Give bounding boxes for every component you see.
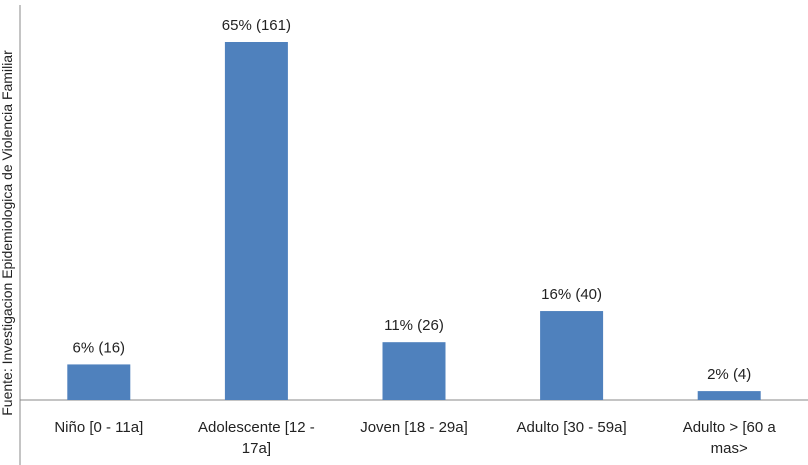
x-tick-label-0-line-0: Niño [0 - 11a] xyxy=(54,419,143,436)
x-tick-label-0: Niño [0 - 11a] xyxy=(54,419,143,436)
data-label-3: 16% (40) xyxy=(541,286,602,303)
x-tick-label-2-line-0: Joven [18 - 29a] xyxy=(360,419,468,436)
x-tick-label-4-line-0: Adulto > [60 a xyxy=(683,419,777,436)
y-axis-title-group: Fuente: Investigacion Epidemiologica de … xyxy=(0,50,15,416)
x-tick-label-3-line-0: Adulto [30 - 59a] xyxy=(517,419,627,436)
x-tick-label-4-line-1: mas> xyxy=(711,440,748,457)
bar-1 xyxy=(224,42,288,400)
x-tick-label-2: Joven [18 - 29a] xyxy=(360,419,468,436)
data-label-1: 65% (161) xyxy=(222,17,291,34)
bar-0 xyxy=(67,364,131,400)
x-tick-label-1-line-1: 17a] xyxy=(242,440,271,457)
x-tick-label-1-line-0: Adolescente [12 - xyxy=(198,419,315,436)
x-tick-label-3: Adulto [30 - 59a] xyxy=(517,419,627,436)
y-axis-title: Fuente: Investigacion Epidemiologica de … xyxy=(0,50,15,416)
x-tick-label-4: Adulto > [60 a mas> xyxy=(683,419,777,457)
bars-group xyxy=(67,42,761,400)
data-label-2: 11% (26) xyxy=(384,317,444,334)
data-labels-group: 6% (16) 65% (161) 11% (26) 16% (40) 2% (4) xyxy=(73,17,752,383)
data-label-4: 2% (4) xyxy=(707,366,751,383)
bar-2 xyxy=(382,342,446,400)
x-tick-labels-group: Niño [0 - 11a] Adolescente [12 - 17a] Joven… xyxy=(54,419,776,457)
x-tick-label-1: Adolescente [12 - 17a] xyxy=(198,419,315,457)
bar-4 xyxy=(697,391,761,400)
data-label-0: 6% (16) xyxy=(73,339,126,356)
bar-3 xyxy=(540,311,604,400)
